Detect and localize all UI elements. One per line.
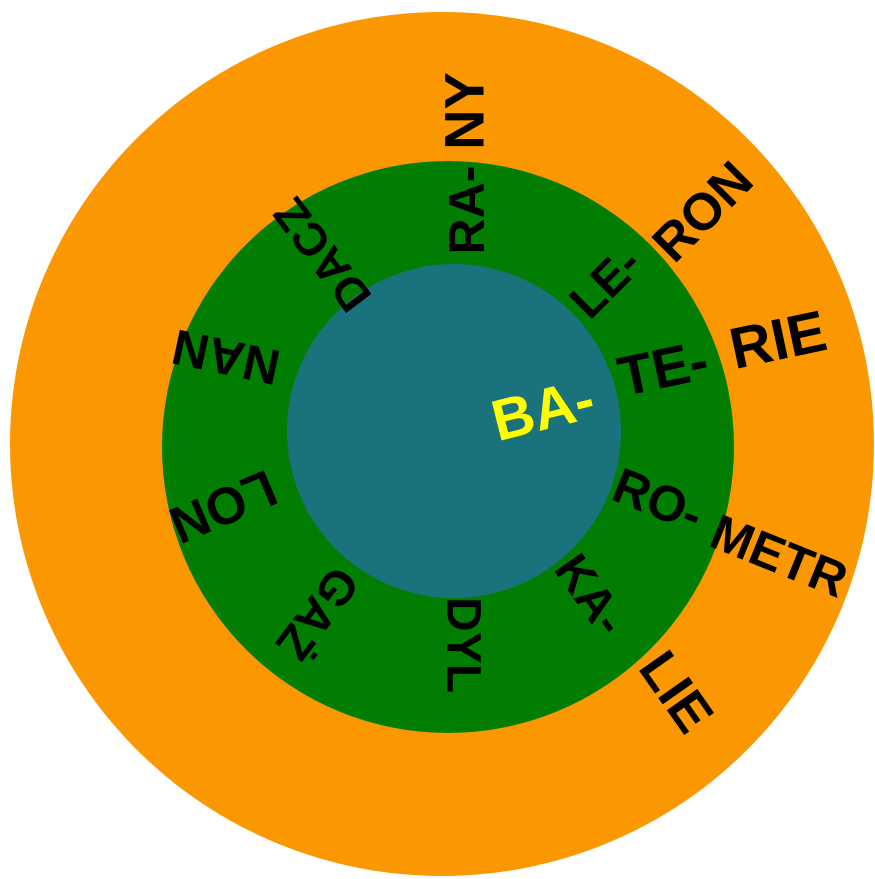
inner-circle	[287, 264, 621, 598]
middle-ring-label-5: DYL	[437, 597, 490, 693]
outer-ring-label-0: NY	[433, 72, 496, 150]
middle-ring-label-0: RA-	[439, 166, 495, 255]
